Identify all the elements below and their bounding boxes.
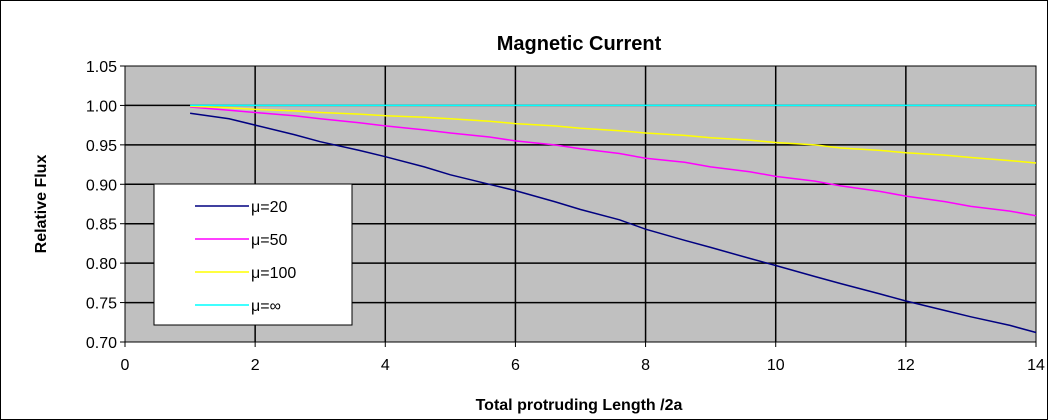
y-tick-label: 0.85 (86, 217, 117, 234)
y-tick-label: 0.70 (86, 335, 117, 352)
x-tick-label: 4 (381, 357, 390, 374)
y-tick-label: 0.95 (86, 138, 117, 155)
y-tick-label: 0.75 (86, 296, 117, 313)
x-tick-label: 0 (121, 357, 130, 374)
series-line-0 (189, 112, 1037, 334)
y-axis-label: Relative Flux (33, 155, 50, 254)
x-tick-label: 10 (767, 357, 785, 374)
axis-ticks: 0.70 0.75 0.80 0.85 0.90 0.95 1.00 1.05 0 2 4 6 8 10 1… (86, 59, 1045, 374)
x-tick-label: 12 (897, 357, 915, 374)
x-tick-label: 8 (641, 357, 650, 374)
series-lines (189, 104, 1037, 334)
series-line-1 (190, 106, 1037, 217)
y-tick-label: 1.05 (86, 59, 117, 76)
legend-label-3: μ=∞ (251, 298, 281, 315)
y-tick-label: 1.00 (86, 98, 117, 115)
series-line-2 (190, 105, 1037, 164)
x-tick-label: 14 (1027, 357, 1045, 374)
chart-title: Magnetic Current (497, 33, 662, 55)
legend-label-1: μ=50 (251, 232, 287, 249)
y-tick-label: 0.90 (86, 177, 117, 194)
legend: μ=20 μ=50 μ=100 μ=∞ (153, 183, 353, 326)
legend-label-2: μ=100 (251, 265, 296, 282)
x-tick-label: 6 (511, 357, 520, 374)
x-tick-label: 2 (251, 357, 260, 374)
y-tick-label: 0.80 (86, 256, 117, 273)
legend-box (153, 183, 353, 326)
x-axis-label: Total protruding Length /2a (476, 397, 683, 414)
legend-label-0: μ=20 (251, 199, 287, 216)
